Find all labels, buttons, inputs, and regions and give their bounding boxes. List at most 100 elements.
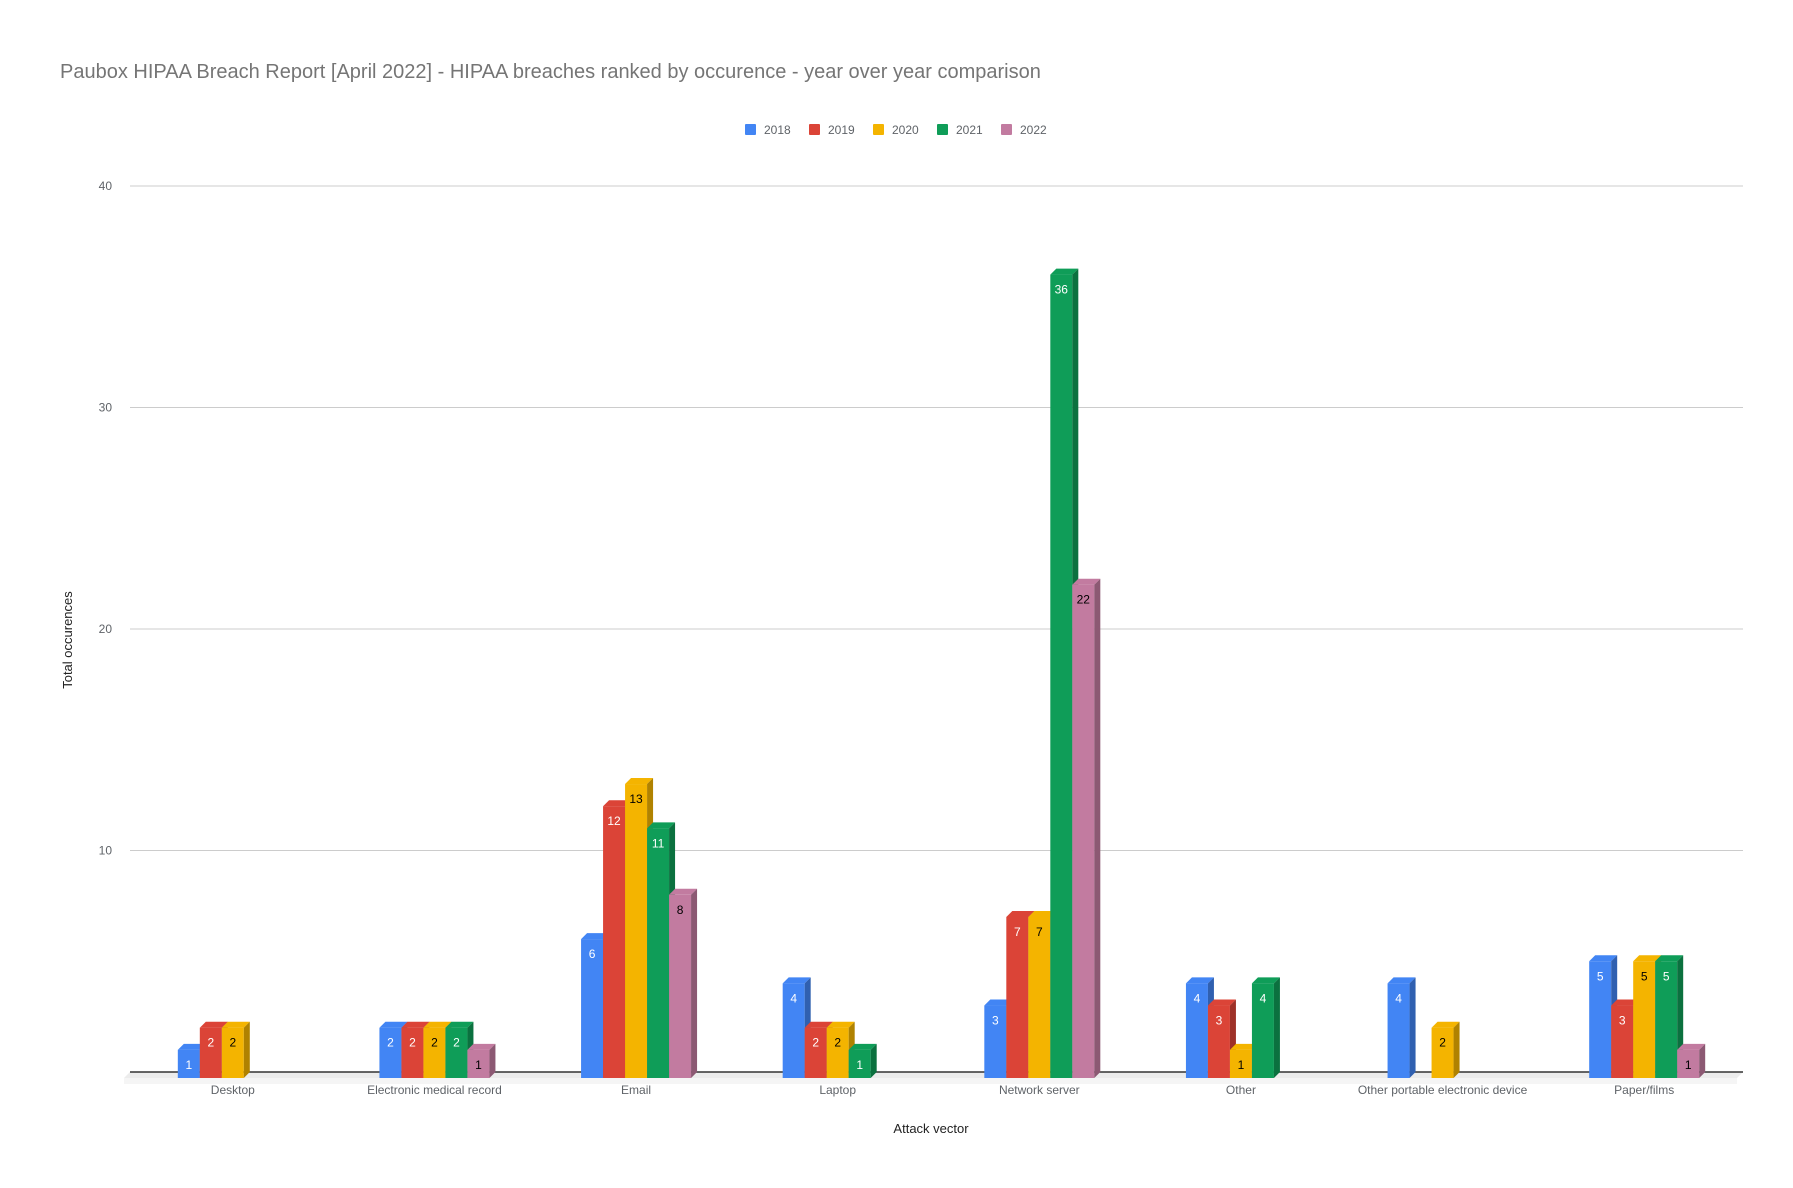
bar-front — [782, 983, 805, 1078]
bar-side — [1273, 977, 1280, 1078]
bar-front — [1050, 274, 1073, 1079]
data-label: 11 — [652, 836, 665, 850]
bar-2021-paper-films[interactable]: 5 — [1655, 955, 1684, 1078]
y-tick-label: 40 — [99, 179, 113, 193]
bar-front — [1589, 961, 1612, 1078]
legend-swatch — [873, 124, 884, 135]
y-tick-label: 20 — [99, 622, 113, 636]
data-label: 2 — [812, 1036, 819, 1050]
bar-front — [467, 1049, 490, 1078]
legend-swatch — [809, 124, 820, 135]
bar-top — [669, 888, 698, 895]
bar-2022-paper-films[interactable]: 1 — [1677, 1043, 1706, 1078]
bar-side — [1453, 1021, 1460, 1078]
data-label: 3 — [1619, 1014, 1626, 1028]
y-tick-label: 30 — [99, 401, 113, 415]
bar-front — [1207, 1005, 1230, 1078]
bar-top — [1006, 910, 1035, 917]
bar-top — [1589, 955, 1618, 962]
data-label: 2 — [431, 1036, 438, 1050]
legend-label: 2021 — [956, 123, 983, 137]
bar-side — [870, 1043, 877, 1078]
bar-2020-other-portable-electronic-device[interactable]: 2 — [1431, 1021, 1460, 1078]
bar-front — [199, 1027, 222, 1078]
legend-item-2020[interactable]: 2020 — [873, 123, 919, 137]
bar-front — [401, 1027, 424, 1078]
legend[interactable]: 2018 2019 2020 2021 2022 — [745, 123, 1047, 137]
data-label: 4 — [1395, 991, 1402, 1005]
bar-front — [1431, 1027, 1454, 1078]
bar-2022-email[interactable]: 8 — [669, 888, 698, 1078]
legend-item-2019[interactable]: 2019 — [809, 123, 855, 137]
bar-top — [1677, 1043, 1706, 1050]
bar-front — [848, 1049, 871, 1078]
data-label: 5 — [1597, 969, 1604, 983]
data-label: 22 — [1077, 593, 1091, 607]
legend-label: 2018 — [764, 123, 791, 137]
data-label: 4 — [1194, 991, 1201, 1005]
data-label: 6 — [589, 947, 596, 961]
bar-2021-other[interactable]: 4 — [1251, 977, 1280, 1078]
bar-top — [782, 977, 811, 984]
bar-front — [423, 1027, 446, 1078]
bar-top — [625, 778, 654, 785]
bar-top — [379, 1021, 408, 1028]
y-axis-title: Total occurences — [60, 591, 75, 689]
bar-2018-other-portable-electronic-device[interactable]: 4 — [1387, 977, 1416, 1078]
bar-top — [467, 1043, 496, 1050]
bar-front — [1006, 916, 1029, 1078]
legend-item-2021[interactable]: 2021 — [937, 123, 983, 137]
data-label: 1 — [185, 1058, 192, 1072]
legend-item-2018[interactable]: 2018 — [745, 123, 791, 137]
x-tick-label: Email — [621, 1083, 651, 1097]
legend-swatch — [937, 124, 948, 135]
bar-2021-laptop[interactable]: 1 — [848, 1043, 877, 1078]
floor-surface — [124, 1072, 1743, 1078]
bar-top — [1633, 955, 1662, 962]
bar-2020-desktop[interactable]: 2 — [221, 1021, 250, 1078]
bar-front — [445, 1027, 468, 1078]
legend-label: 2022 — [1020, 123, 1047, 137]
bar-front — [221, 1027, 244, 1078]
bar-front — [826, 1027, 849, 1078]
bar-top — [199, 1021, 228, 1028]
x-axis-tick-labels: Desktop Electronic medical record Email Lap… — [211, 1083, 1674, 1097]
bar-side — [489, 1043, 496, 1078]
data-label: 1 — [856, 1058, 863, 1072]
x-tick-label: Paper/films — [1614, 1083, 1674, 1097]
data-label: 2 — [229, 1036, 236, 1050]
bar-top — [1207, 999, 1236, 1006]
legend-label: 2020 — [892, 123, 919, 137]
bar-2022-electronic-medical-record[interactable]: 1 — [467, 1043, 496, 1078]
x-axis-title: Attack vector — [893, 1121, 969, 1136]
bar-front — [647, 828, 670, 1078]
bar-front — [804, 1027, 827, 1078]
x-tick-label: Desktop — [211, 1083, 255, 1097]
data-label: 13 — [629, 792, 643, 806]
floor-edge — [124, 1078, 1737, 1084]
bar-front — [177, 1049, 200, 1078]
bar-front — [669, 894, 692, 1078]
bar-front — [1655, 961, 1678, 1078]
data-label: 3 — [992, 1014, 999, 1028]
data-label: 8 — [677, 903, 684, 917]
legend-swatch — [745, 124, 756, 135]
legend-label: 2019 — [828, 123, 855, 137]
data-label: 5 — [1641, 969, 1648, 983]
bar-top — [221, 1021, 250, 1028]
bar-top — [1050, 268, 1079, 275]
bar-top — [603, 800, 632, 807]
legend-item-2022[interactable]: 2022 — [1001, 123, 1047, 137]
bar-top — [1387, 977, 1416, 984]
bar-2022-network-server[interactable]: 22 — [1072, 578, 1101, 1078]
bar-side — [1699, 1043, 1706, 1078]
bar-front — [1633, 961, 1656, 1078]
bar-top — [177, 1043, 206, 1050]
bar-top — [1229, 1043, 1258, 1050]
bar-front — [1185, 983, 1208, 1078]
bar-top — [984, 999, 1013, 1006]
bar-top — [445, 1021, 474, 1028]
